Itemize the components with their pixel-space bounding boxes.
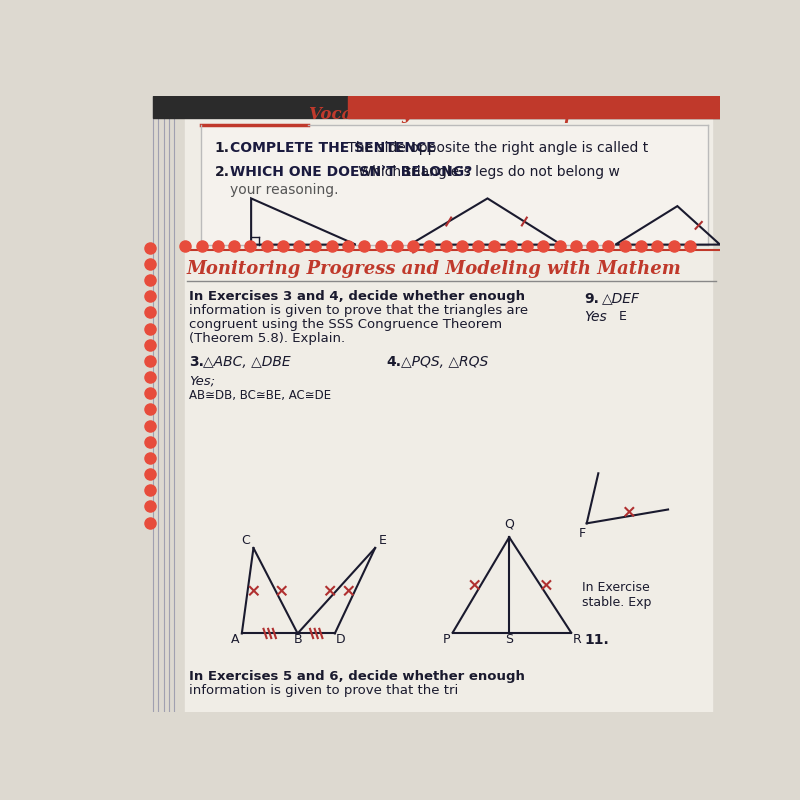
Text: S: S (506, 633, 514, 646)
Text: information is given to prove that the triangles are: information is given to prove that the t… (189, 304, 528, 317)
Bar (201, 126, 708, 245)
Text: AB≅DB, BC≅BE, AC≅DE: AB≅DB, BC≅BE, AC≅DE (189, 389, 331, 402)
Text: 4.: 4. (386, 355, 402, 370)
Bar (186, 118, 712, 712)
Text: △DEF: △DEF (602, 291, 640, 306)
Text: (Theorem 5.8). Explain.: (Theorem 5.8). Explain. (189, 332, 346, 345)
Text: 2.: 2. (214, 166, 230, 179)
Text: E: E (379, 534, 387, 547)
Text: 11.: 11. (584, 634, 609, 647)
Text: COMPLETE THE SENTENCE: COMPLETE THE SENTENCE (230, 141, 436, 154)
Text: Q: Q (504, 518, 514, 531)
Text: Which triangle’s legs do not belong w: Which triangle’s legs do not belong w (354, 166, 620, 179)
Text: △ABC, △DBE: △ABC, △DBE (203, 355, 290, 370)
Text: 9.: 9. (584, 291, 599, 306)
Text: In Exercises 3 and 4, decide whether enough: In Exercises 3 and 4, decide whether eno… (189, 290, 525, 303)
Text: The side opposite the right angle is called t: The side opposite the right angle is cal… (342, 141, 648, 154)
Text: your reasoning.: your reasoning. (230, 183, 338, 197)
Text: In Exercises 5 and 6, decide whether enough: In Exercises 5 and 6, decide whether eno… (189, 670, 525, 682)
Text: In Exercise
stable. Exp: In Exercise stable. Exp (582, 581, 651, 609)
Text: B: B (294, 634, 302, 646)
Text: 3.: 3. (189, 355, 204, 370)
Text: congruent using the SSS Congruence Theorem: congruent using the SSS Congruence Theor… (189, 318, 502, 330)
Bar (348, 96, 720, 118)
Text: information is given to prove that the tri: information is given to prove that the t… (189, 683, 458, 697)
Text: R: R (573, 633, 582, 646)
Text: Vocabulary and Core Concept Check: Vocabulary and Core Concept Check (310, 106, 647, 123)
Text: WHICH ONE DOESN’T BELONG?: WHICH ONE DOESN’T BELONG? (230, 166, 473, 179)
Text: A: A (231, 634, 240, 646)
Text: Monitoring Progress and Modeling with Mathem: Monitoring Progress and Modeling with Ma… (187, 260, 682, 278)
Text: △PQS, △RQS: △PQS, △RQS (401, 355, 488, 370)
Text: P: P (442, 633, 450, 646)
Text: C: C (242, 534, 250, 547)
Text: Yes;: Yes; (189, 374, 215, 388)
Bar (153, 96, 720, 118)
Text: Yes: Yes (584, 310, 607, 324)
Text: F: F (579, 527, 586, 540)
Text: E: E (619, 310, 627, 323)
Text: 1.: 1. (214, 141, 230, 154)
Text: D: D (336, 634, 346, 646)
